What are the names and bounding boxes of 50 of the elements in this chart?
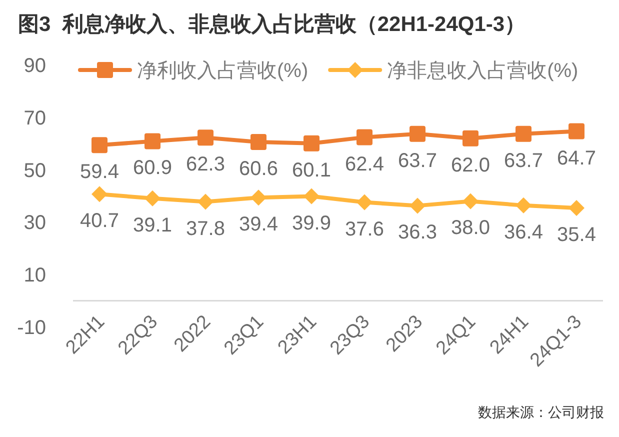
point (144, 133, 160, 150)
text: 60.6 (239, 158, 278, 180)
point (304, 188, 320, 204)
point (250, 134, 266, 150)
text: 37.6 (345, 218, 384, 240)
text: 62.0 (451, 154, 490, 176)
text: 62.3 (186, 154, 225, 176)
text: 63.7 (504, 150, 543, 172)
point (462, 130, 478, 146)
y-tick-label: -10 (17, 317, 46, 339)
y-tick-label: 50 (24, 160, 46, 182)
point (516, 197, 532, 214)
text: 35.4 (557, 224, 596, 246)
text: 60.1 (292, 159, 331, 182)
title: 图3 利息净收入、非息收入占比营收（22H1-24Q1-3） (18, 13, 526, 36)
text: 37.8 (186, 218, 225, 240)
point (304, 135, 320, 152)
point (568, 123, 584, 140)
point (356, 129, 372, 146)
text: 60.9 (133, 157, 172, 180)
text: 40.7 (80, 210, 119, 232)
annotation: 数据来源：公司财报 (478, 404, 604, 420)
point (198, 194, 214, 210)
point (516, 126, 532, 142)
text: 39.9 (292, 212, 331, 234)
legend-label: 净非息收入占营收(%) (387, 60, 578, 82)
text: 36.3 (398, 222, 437, 244)
text: 63.7 (398, 150, 437, 172)
point (198, 130, 214, 146)
point (462, 193, 478, 210)
point (144, 190, 160, 206)
point (568, 200, 584, 216)
legend-label: 净利收入占营收(%) (137, 60, 308, 82)
text: 39.4 (239, 214, 278, 236)
text: 39.1 (133, 214, 172, 236)
y-tick-label: 30 (24, 212, 46, 234)
y-tick-label: 10 (24, 264, 46, 287)
text: 59.4 (80, 161, 119, 184)
point (92, 137, 108, 154)
point (356, 194, 372, 210)
text: 62.4 (345, 153, 384, 176)
point (92, 186, 108, 202)
text: 36.4 (504, 221, 543, 244)
point (410, 126, 426, 142)
y-tick-label: 90 (24, 55, 46, 77)
text: 38.0 (451, 217, 490, 240)
point (410, 198, 426, 214)
y-tick-label: 70 (24, 107, 46, 130)
point (250, 190, 266, 206)
text: 64.7 (557, 147, 596, 170)
